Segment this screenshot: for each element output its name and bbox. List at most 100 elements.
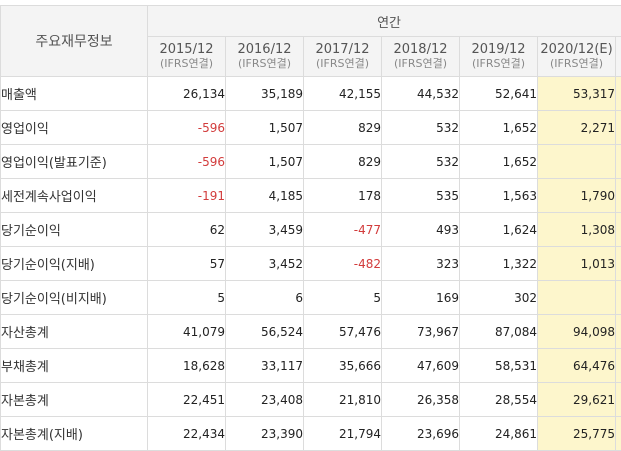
period-header: 2018/12(IFRS연결) bbox=[382, 37, 460, 77]
period-year: 2017/12 bbox=[304, 43, 381, 57]
overflow-cell bbox=[616, 179, 621, 213]
period-header: 2016/12(IFRS연결) bbox=[226, 37, 304, 77]
row-label: 당기순이익 bbox=[1, 213, 148, 247]
table-cell: 323 bbox=[382, 247, 460, 281]
table-cell: 1,652 bbox=[460, 111, 538, 145]
overflow-cell bbox=[616, 315, 621, 349]
table-cell: 21,794 bbox=[304, 417, 382, 451]
table-cell: 56,524 bbox=[226, 315, 304, 349]
table-cell: 829 bbox=[304, 145, 382, 179]
table-cell: 47,609 bbox=[382, 349, 460, 383]
table-cell: 1,308 bbox=[538, 213, 616, 247]
table-cell: 1,563 bbox=[460, 179, 538, 213]
table-cell: 22,434 bbox=[148, 417, 226, 451]
row-label: 영업이익(발표기준) bbox=[1, 145, 148, 179]
table-cell: 535 bbox=[382, 179, 460, 213]
table-cell: 26,134 bbox=[148, 77, 226, 111]
table-cell: 532 bbox=[382, 111, 460, 145]
period-basis: (IFRS연결) bbox=[148, 57, 225, 71]
row-label: 부채총계 bbox=[1, 349, 148, 383]
table-cell: 64,476 bbox=[538, 349, 616, 383]
period-basis: (IFRS연결) bbox=[538, 57, 615, 71]
table-cell: 6 bbox=[226, 281, 304, 315]
period-basis: (IFRS연결) bbox=[304, 57, 381, 71]
table-cell: 35,666 bbox=[304, 349, 382, 383]
row-label: 세전계속사업이익 bbox=[1, 179, 148, 213]
table-cell: 169 bbox=[382, 281, 460, 315]
table-cell: 57 bbox=[148, 247, 226, 281]
period-year: 2015/12 bbox=[148, 43, 225, 57]
table-cell: 302 bbox=[460, 281, 538, 315]
table-cell: 42,155 bbox=[304, 77, 382, 111]
table-cell: 23,408 bbox=[226, 383, 304, 417]
table-cell: 1,652 bbox=[460, 145, 538, 179]
table-cell: 3,459 bbox=[226, 213, 304, 247]
row-label: 자산총계 bbox=[1, 315, 148, 349]
row-label: 자본총계(지배) bbox=[1, 417, 148, 451]
period-header: 2017/12(IFRS연결) bbox=[304, 37, 382, 77]
overflow-cell bbox=[616, 247, 621, 281]
table-cell: 1,013 bbox=[538, 247, 616, 281]
table-cell bbox=[538, 281, 616, 315]
row-label: 영업이익 bbox=[1, 111, 148, 145]
table-cell: 73,967 bbox=[382, 315, 460, 349]
period-header-overflow bbox=[616, 37, 621, 77]
table-cell: 28,554 bbox=[460, 383, 538, 417]
table-cell: 5 bbox=[148, 281, 226, 315]
table-cell: 1,624 bbox=[460, 213, 538, 247]
table-cell: 178 bbox=[304, 179, 382, 213]
table-cell: 4,185 bbox=[226, 179, 304, 213]
table-cell bbox=[538, 145, 616, 179]
overflow-cell bbox=[616, 281, 621, 315]
table-cell: 58,531 bbox=[460, 349, 538, 383]
table-cell: -482 bbox=[304, 247, 382, 281]
table-cell: 3,452 bbox=[226, 247, 304, 281]
overflow-cell bbox=[616, 111, 621, 145]
table-cell: 23,390 bbox=[226, 417, 304, 451]
table-cell: 35,189 bbox=[226, 77, 304, 111]
table-cell: -191 bbox=[148, 179, 226, 213]
table-cell: -477 bbox=[304, 213, 382, 247]
table-cell: 18,628 bbox=[148, 349, 226, 383]
table-cell: 44,532 bbox=[382, 77, 460, 111]
table-cell: 52,641 bbox=[460, 77, 538, 111]
table-cell: 87,084 bbox=[460, 315, 538, 349]
table-cell: 5 bbox=[304, 281, 382, 315]
table-cell: 493 bbox=[382, 213, 460, 247]
overflow-cell bbox=[616, 417, 621, 451]
row-label: 매출액 bbox=[1, 77, 148, 111]
table-cell: 57,476 bbox=[304, 315, 382, 349]
table-cell: 532 bbox=[382, 145, 460, 179]
row-label: 당기순이익(지배) bbox=[1, 247, 148, 281]
period-year: 2018/12 bbox=[382, 43, 459, 57]
overflow-cell bbox=[616, 77, 621, 111]
period-year: 2020/12(E) bbox=[538, 43, 615, 57]
table-cell: 26,358 bbox=[382, 383, 460, 417]
table-cell: 2,271 bbox=[538, 111, 616, 145]
table-cell: 33,117 bbox=[226, 349, 304, 383]
table-cell: 53,317 bbox=[538, 77, 616, 111]
table-cell: 41,079 bbox=[148, 315, 226, 349]
annual-header: 연간 bbox=[148, 6, 621, 37]
period-basis: (IFRS연결) bbox=[382, 57, 459, 71]
period-basis: (IFRS연결) bbox=[226, 57, 303, 71]
table-cell: 1,790 bbox=[538, 179, 616, 213]
period-header: 2020/12(E)(IFRS연결) bbox=[538, 37, 616, 77]
table-cell: 1,507 bbox=[226, 145, 304, 179]
table-cell: 829 bbox=[304, 111, 382, 145]
table-cell: 23,696 bbox=[382, 417, 460, 451]
table-cell: -596 bbox=[148, 145, 226, 179]
table-cell: 1,322 bbox=[460, 247, 538, 281]
period-header: 2019/12(IFRS연결) bbox=[460, 37, 538, 77]
table-cell: 29,621 bbox=[538, 383, 616, 417]
